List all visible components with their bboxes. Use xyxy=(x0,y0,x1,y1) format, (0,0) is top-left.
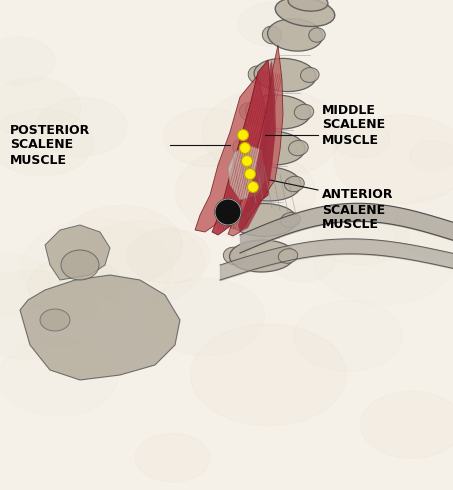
Circle shape xyxy=(215,199,241,225)
Ellipse shape xyxy=(40,309,70,331)
Ellipse shape xyxy=(309,28,325,42)
Ellipse shape xyxy=(0,78,81,138)
Ellipse shape xyxy=(202,88,341,178)
Polygon shape xyxy=(212,60,274,235)
Ellipse shape xyxy=(262,26,281,44)
Ellipse shape xyxy=(300,68,319,82)
Polygon shape xyxy=(20,275,180,380)
Ellipse shape xyxy=(191,324,347,425)
Ellipse shape xyxy=(284,176,304,192)
Polygon shape xyxy=(45,225,110,280)
Ellipse shape xyxy=(280,213,300,227)
Ellipse shape xyxy=(289,140,308,156)
Ellipse shape xyxy=(332,120,390,157)
Ellipse shape xyxy=(127,229,211,283)
Text: ANTERIOR
SCALENE
MUSCLE: ANTERIOR SCALENE MUSCLE xyxy=(322,189,394,231)
Ellipse shape xyxy=(334,115,453,203)
Ellipse shape xyxy=(61,250,99,280)
Ellipse shape xyxy=(176,147,315,238)
Ellipse shape xyxy=(248,66,270,84)
Ellipse shape xyxy=(28,256,122,317)
Ellipse shape xyxy=(294,104,314,120)
Ellipse shape xyxy=(278,249,298,263)
Text: POSTERIOR
SCALENE
MUSCLE: POSTERIOR SCALENE MUSCLE xyxy=(10,123,90,167)
Ellipse shape xyxy=(163,108,253,167)
Circle shape xyxy=(237,129,249,141)
Polygon shape xyxy=(195,75,268,232)
Circle shape xyxy=(240,143,251,153)
Ellipse shape xyxy=(246,95,310,129)
Ellipse shape xyxy=(239,131,305,165)
Polygon shape xyxy=(228,145,265,200)
Ellipse shape xyxy=(0,109,93,176)
Ellipse shape xyxy=(231,203,297,237)
Ellipse shape xyxy=(361,392,453,458)
Ellipse shape xyxy=(268,19,323,51)
Circle shape xyxy=(241,155,252,167)
Ellipse shape xyxy=(61,206,183,285)
Ellipse shape xyxy=(288,0,328,11)
Ellipse shape xyxy=(233,139,256,157)
Polygon shape xyxy=(228,45,283,236)
Ellipse shape xyxy=(230,240,294,272)
Ellipse shape xyxy=(229,174,252,194)
Ellipse shape xyxy=(254,58,316,92)
Ellipse shape xyxy=(313,203,409,265)
Polygon shape xyxy=(238,60,276,232)
Ellipse shape xyxy=(275,0,335,26)
Ellipse shape xyxy=(135,434,210,482)
Circle shape xyxy=(247,181,259,193)
Ellipse shape xyxy=(240,102,262,122)
Text: MIDDLE
SCALENE
MUSCLE: MIDDLE SCALENE MUSCLE xyxy=(322,103,385,147)
Ellipse shape xyxy=(223,247,246,265)
Ellipse shape xyxy=(235,167,301,201)
Ellipse shape xyxy=(225,211,248,229)
Circle shape xyxy=(245,169,255,179)
